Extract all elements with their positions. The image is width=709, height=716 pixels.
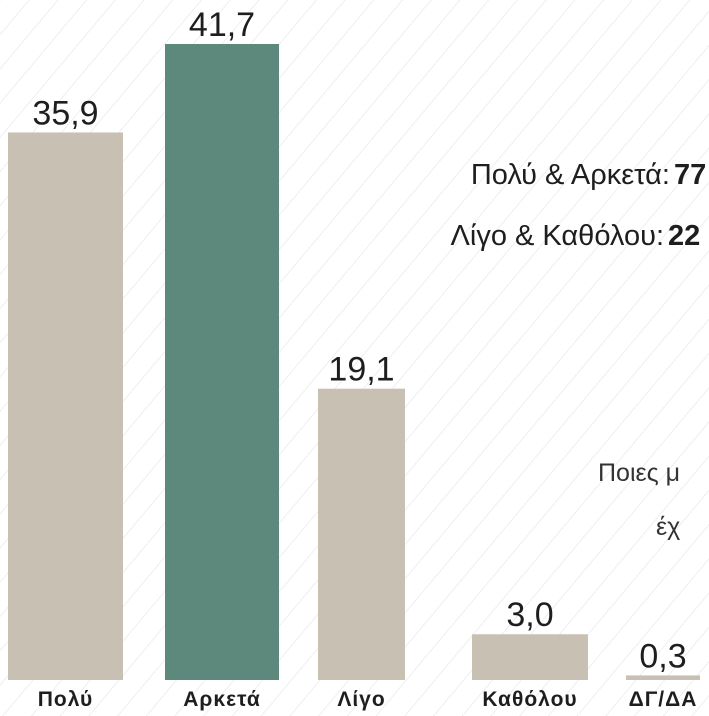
value-label: 19,1 xyxy=(328,351,394,389)
bar xyxy=(8,132,123,680)
category-label: ΔΓ/ΔΑ xyxy=(629,688,698,711)
bar xyxy=(626,675,700,680)
annotation-label: Λίγο & Καθόλου: xyxy=(451,220,664,252)
value-label: 0,3 xyxy=(639,637,686,675)
category-label: Καθόλου xyxy=(482,688,577,711)
annotation-value: 22 xyxy=(668,220,700,252)
category-label: Πολύ xyxy=(38,688,94,711)
annotation-label: Πολύ & Αρκετά: xyxy=(471,159,670,191)
category-label: Λίγο xyxy=(337,688,385,711)
bar xyxy=(165,44,279,680)
question-text: έχ xyxy=(656,513,680,541)
question-text: Ποιες μ xyxy=(598,459,680,487)
bar xyxy=(472,634,588,680)
value-label: 3,0 xyxy=(506,596,553,634)
category-label: Αρκετά xyxy=(183,688,261,711)
annotation-value: 77 xyxy=(674,159,706,191)
value-label: 35,9 xyxy=(32,94,98,132)
bar xyxy=(318,388,405,680)
value-label: 41,7 xyxy=(189,6,255,44)
